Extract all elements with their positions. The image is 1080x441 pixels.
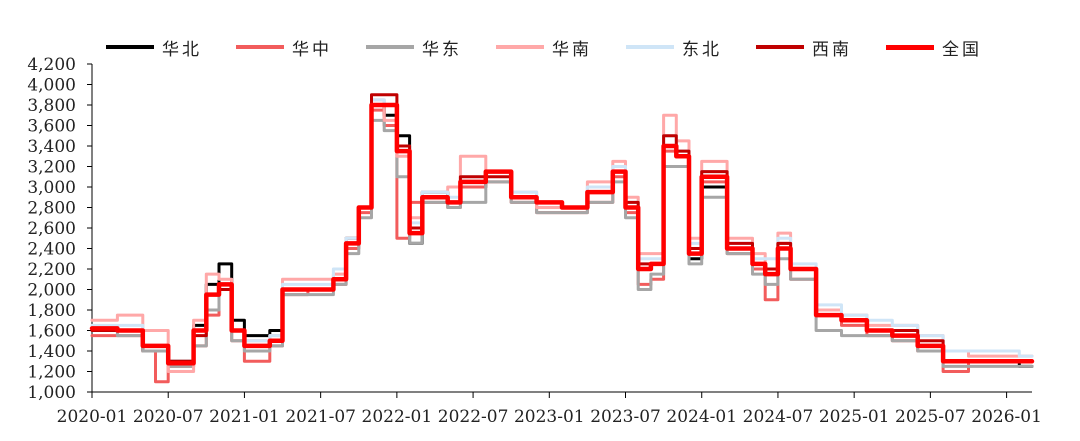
series-line-全国 xyxy=(89,102,1035,366)
x-tick-label: 2021-07 xyxy=(285,407,356,427)
y-tick-label: 3,000 xyxy=(27,178,76,198)
x-tick-label: 2022-07 xyxy=(438,407,509,427)
legend-item: 华东 xyxy=(366,34,462,60)
x-tick-label: 2022-01 xyxy=(362,407,433,427)
y-tick-label: 2,800 xyxy=(27,199,76,219)
y-tick-label: 1,400 xyxy=(27,342,76,362)
legend-swatch xyxy=(236,45,284,49)
x-tick-label: 2023-01 xyxy=(514,407,585,427)
legend-swatch xyxy=(756,45,804,49)
y-tick-label: 2,600 xyxy=(27,219,76,239)
legend-item: 华中 xyxy=(236,34,332,60)
legend-swatch xyxy=(366,45,414,49)
x-tick-label: 2020-01 xyxy=(57,407,128,427)
legend-swatch xyxy=(886,44,934,50)
y-tick-label: 1,200 xyxy=(27,363,76,383)
legend-item: 东北 xyxy=(626,34,722,60)
x-tick-label: 2024-07 xyxy=(743,407,814,427)
legend-swatch xyxy=(496,45,544,49)
y-tick-label: 3,600 xyxy=(27,117,76,137)
legend-label: 华中 xyxy=(292,39,332,60)
y-tick-label: 3,800 xyxy=(27,96,76,116)
y-tick-label: 3,400 xyxy=(27,137,76,157)
x-tick-label: 2026-01 xyxy=(971,407,1042,427)
legend-label: 西南 xyxy=(812,39,852,60)
legend-label: 华南 xyxy=(552,39,592,60)
y-tick-label: 1,000 xyxy=(27,383,76,403)
y-tick-label: 1,800 xyxy=(27,301,76,321)
legend-item: 华南 xyxy=(496,34,592,60)
x-tick-label: 2020-07 xyxy=(133,407,204,427)
x-tick-label: 2025-07 xyxy=(895,407,966,427)
x-tick-label: 2024-01 xyxy=(666,407,737,427)
y-tick-label: 4,200 xyxy=(27,55,76,75)
x-tick-label: 2025-01 xyxy=(819,407,890,427)
legend-label: 华东 xyxy=(422,39,462,60)
y-tick-label: 3,200 xyxy=(27,158,76,178)
y-tick-label: 2,200 xyxy=(27,260,76,280)
legend-label: 华北 xyxy=(162,39,202,60)
legend-label: 东北 xyxy=(682,39,722,60)
y-tick-label: 4,000 xyxy=(27,76,76,96)
y-tick-label: 1,600 xyxy=(27,322,76,342)
legend-swatch xyxy=(626,45,674,49)
x-tick-label: 2023-07 xyxy=(590,407,661,427)
y-tick-label: 2,000 xyxy=(27,281,76,301)
legend-item: 华北 xyxy=(106,34,202,60)
legend-item: 全国 xyxy=(886,34,982,60)
legend-swatch xyxy=(106,45,154,49)
legend: 华北 华中 华东 华南 东北 西南 全国 xyxy=(0,34,1080,60)
legend-item: 西南 xyxy=(756,34,852,60)
legend-label: 全国 xyxy=(942,39,982,60)
y-tick-label: 2,400 xyxy=(27,240,76,260)
x-tick-label: 2021-01 xyxy=(209,407,280,427)
